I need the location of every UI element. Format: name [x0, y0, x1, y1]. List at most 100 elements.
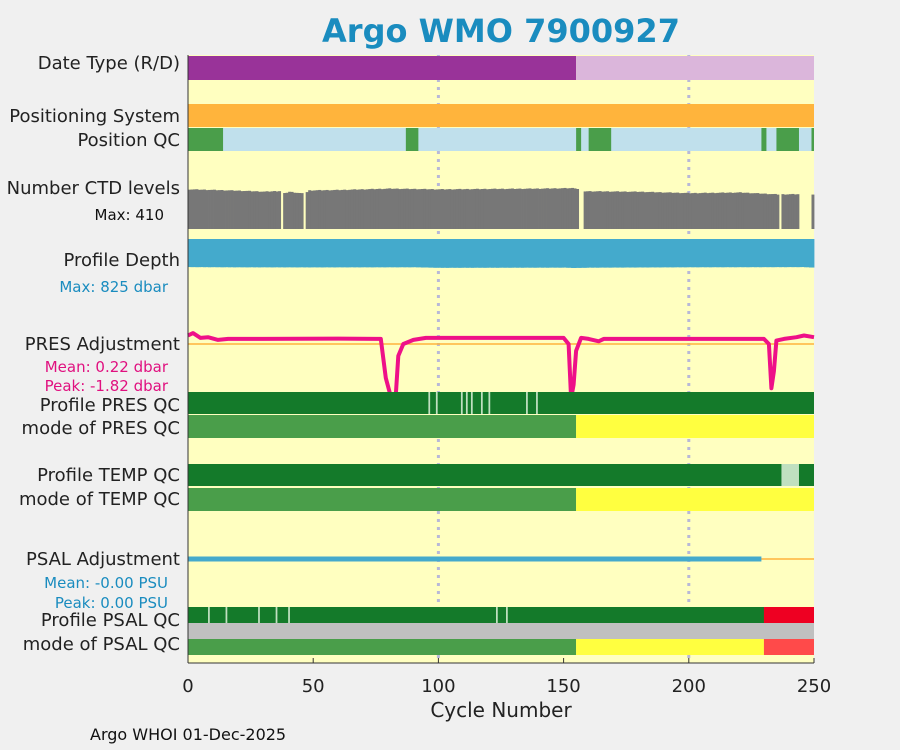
- profile-depth-bar: [315, 239, 319, 268]
- profile-depth-bar: [400, 239, 404, 268]
- ctd-level-bar: [285, 192, 289, 229]
- ctd-level-bar: [320, 190, 324, 229]
- ctd-level-bar: [508, 188, 512, 229]
- ctd-level-bar: [323, 190, 327, 229]
- profile-depth-bar: [716, 239, 720, 268]
- profile-depth-bar: [671, 239, 675, 268]
- x-tick-label: 50: [302, 676, 325, 697]
- ctd-level-bar: [440, 189, 444, 229]
- ctd-level-bar: [638, 191, 642, 229]
- ctd-level-bar: [726, 192, 730, 229]
- label-mode-temp-qc: mode of TEMP QC: [19, 489, 180, 510]
- profile-depth-bar: [258, 239, 262, 268]
- ctd-level-bar: [253, 191, 257, 229]
- profile-depth-bar: [726, 239, 730, 268]
- ctd-level-bar: [723, 192, 727, 229]
- ctd-level-bar: [588, 191, 592, 229]
- profile-depth-bar: [678, 239, 682, 268]
- ctd-level-bar: [325, 189, 329, 229]
- ctd-level-bar: [318, 189, 322, 229]
- ctd-level-bar: [506, 188, 509, 229]
- profile-depth-bar: [498, 239, 502, 268]
- pres-adjustment-line: [187, 331, 815, 408]
- label-positioning-system: Positioning System: [9, 106, 180, 127]
- profile-depth-bar: [526, 239, 529, 268]
- profile-depth-bar: [300, 239, 304, 268]
- ctd-level-bar: [721, 192, 725, 229]
- ctd-level-bar: [541, 188, 544, 229]
- profile-depth-bar: [611, 239, 615, 268]
- profile-depth-bar: [375, 239, 379, 268]
- ctd-level-bar: [558, 188, 562, 229]
- ctd-level-bar: [786, 194, 790, 229]
- ctd-level-bar: [365, 189, 369, 229]
- position-qc-good-bar: [588, 128, 612, 151]
- ctd-level-bar: [513, 188, 517, 229]
- profile-depth-bar: [383, 239, 387, 268]
- ctd-level-bar: [776, 194, 780, 229]
- profile-depth-bar: [758, 239, 762, 268]
- ctd-level-bar: [195, 189, 199, 229]
- profile-depth-bar: [541, 239, 544, 268]
- profile-depth-bar: [606, 239, 610, 268]
- ctd-level-bar: [380, 189, 384, 229]
- ctd-level-bar: [631, 191, 635, 229]
- profile-depth-bar: [501, 239, 504, 268]
- profile-depth-bar: [511, 239, 514, 268]
- profile-depth-bar: [711, 239, 715, 268]
- ctd-level-bar: [493, 188, 497, 229]
- ctd-level-bar: [736, 192, 740, 229]
- ctd-level-bar: [548, 188, 552, 229]
- ctd-level-bar: [641, 191, 645, 229]
- ctd-level-bar: [546, 188, 549, 229]
- ctd-level-bar: [363, 189, 367, 229]
- ctd-level-bar: [526, 188, 529, 229]
- profile-pres-qc-tick: [465, 392, 468, 414]
- profile-depth-bar: [516, 239, 519, 268]
- ctd-level-bar: [576, 188, 580, 229]
- profile-depth-bar: [806, 239, 810, 268]
- ctd-level-bar: [293, 192, 297, 229]
- profile-depth-bar: [548, 239, 552, 268]
- ctd-level-bar: [771, 194, 775, 229]
- ctd-level-bar: [758, 193, 762, 229]
- profile-psal-qc-tick: [225, 607, 228, 623]
- profile-depth-bar: [255, 239, 259, 268]
- profile-depth-bar: [305, 239, 309, 268]
- profile-depth-bar: [616, 239, 620, 268]
- ctd-level-bar: [623, 191, 627, 229]
- ctd-level-bar: [265, 191, 269, 229]
- profile-depth-bar: [425, 239, 429, 268]
- ctd-level-bar: [395, 188, 399, 229]
- ctd-level-bar: [290, 191, 294, 229]
- profile-depth-bar: [208, 239, 211, 268]
- ctd-level-bar: [205, 190, 209, 229]
- ctd-level-bar: [571, 187, 575, 229]
- ctd-level-bar: [626, 191, 630, 229]
- profile-depth-bar: [781, 239, 785, 268]
- profile-psal-qc-tick: [288, 607, 290, 623]
- profile-depth-bar: [320, 239, 324, 268]
- profile-depth-bar: [288, 239, 292, 268]
- ctd-level-bar: [433, 189, 437, 229]
- position-qc-good-bar: [188, 128, 224, 151]
- position-qc-good-bar: [405, 128, 419, 151]
- profile-depth-bar: [248, 239, 251, 268]
- profile-temp-qc-light-bar: [781, 464, 799, 486]
- ctd-level-bar: [448, 189, 452, 229]
- ctd-level-bar: [603, 191, 607, 229]
- ctd-level-bar: [413, 188, 417, 229]
- ctd-level-bar: [568, 188, 572, 229]
- ctd-level-bar: [430, 189, 434, 229]
- label-depth-max: Max: 825 dbar: [59, 278, 168, 296]
- label-psal-adjustment: PSAL Adjustment: [26, 549, 180, 570]
- ctd-level-bar: [566, 188, 570, 229]
- ctd-level-bar: [613, 191, 617, 229]
- chart-title: Argo WMO 7900927: [322, 12, 680, 50]
- ctd-level-bar: [793, 194, 797, 229]
- profile-depth-bar: [721, 239, 725, 268]
- ctd-level-bar: [398, 189, 402, 229]
- profile-depth-bar: [528, 239, 532, 268]
- ctd-level-bar: [643, 192, 647, 229]
- profile-depth-bar: [460, 239, 464, 268]
